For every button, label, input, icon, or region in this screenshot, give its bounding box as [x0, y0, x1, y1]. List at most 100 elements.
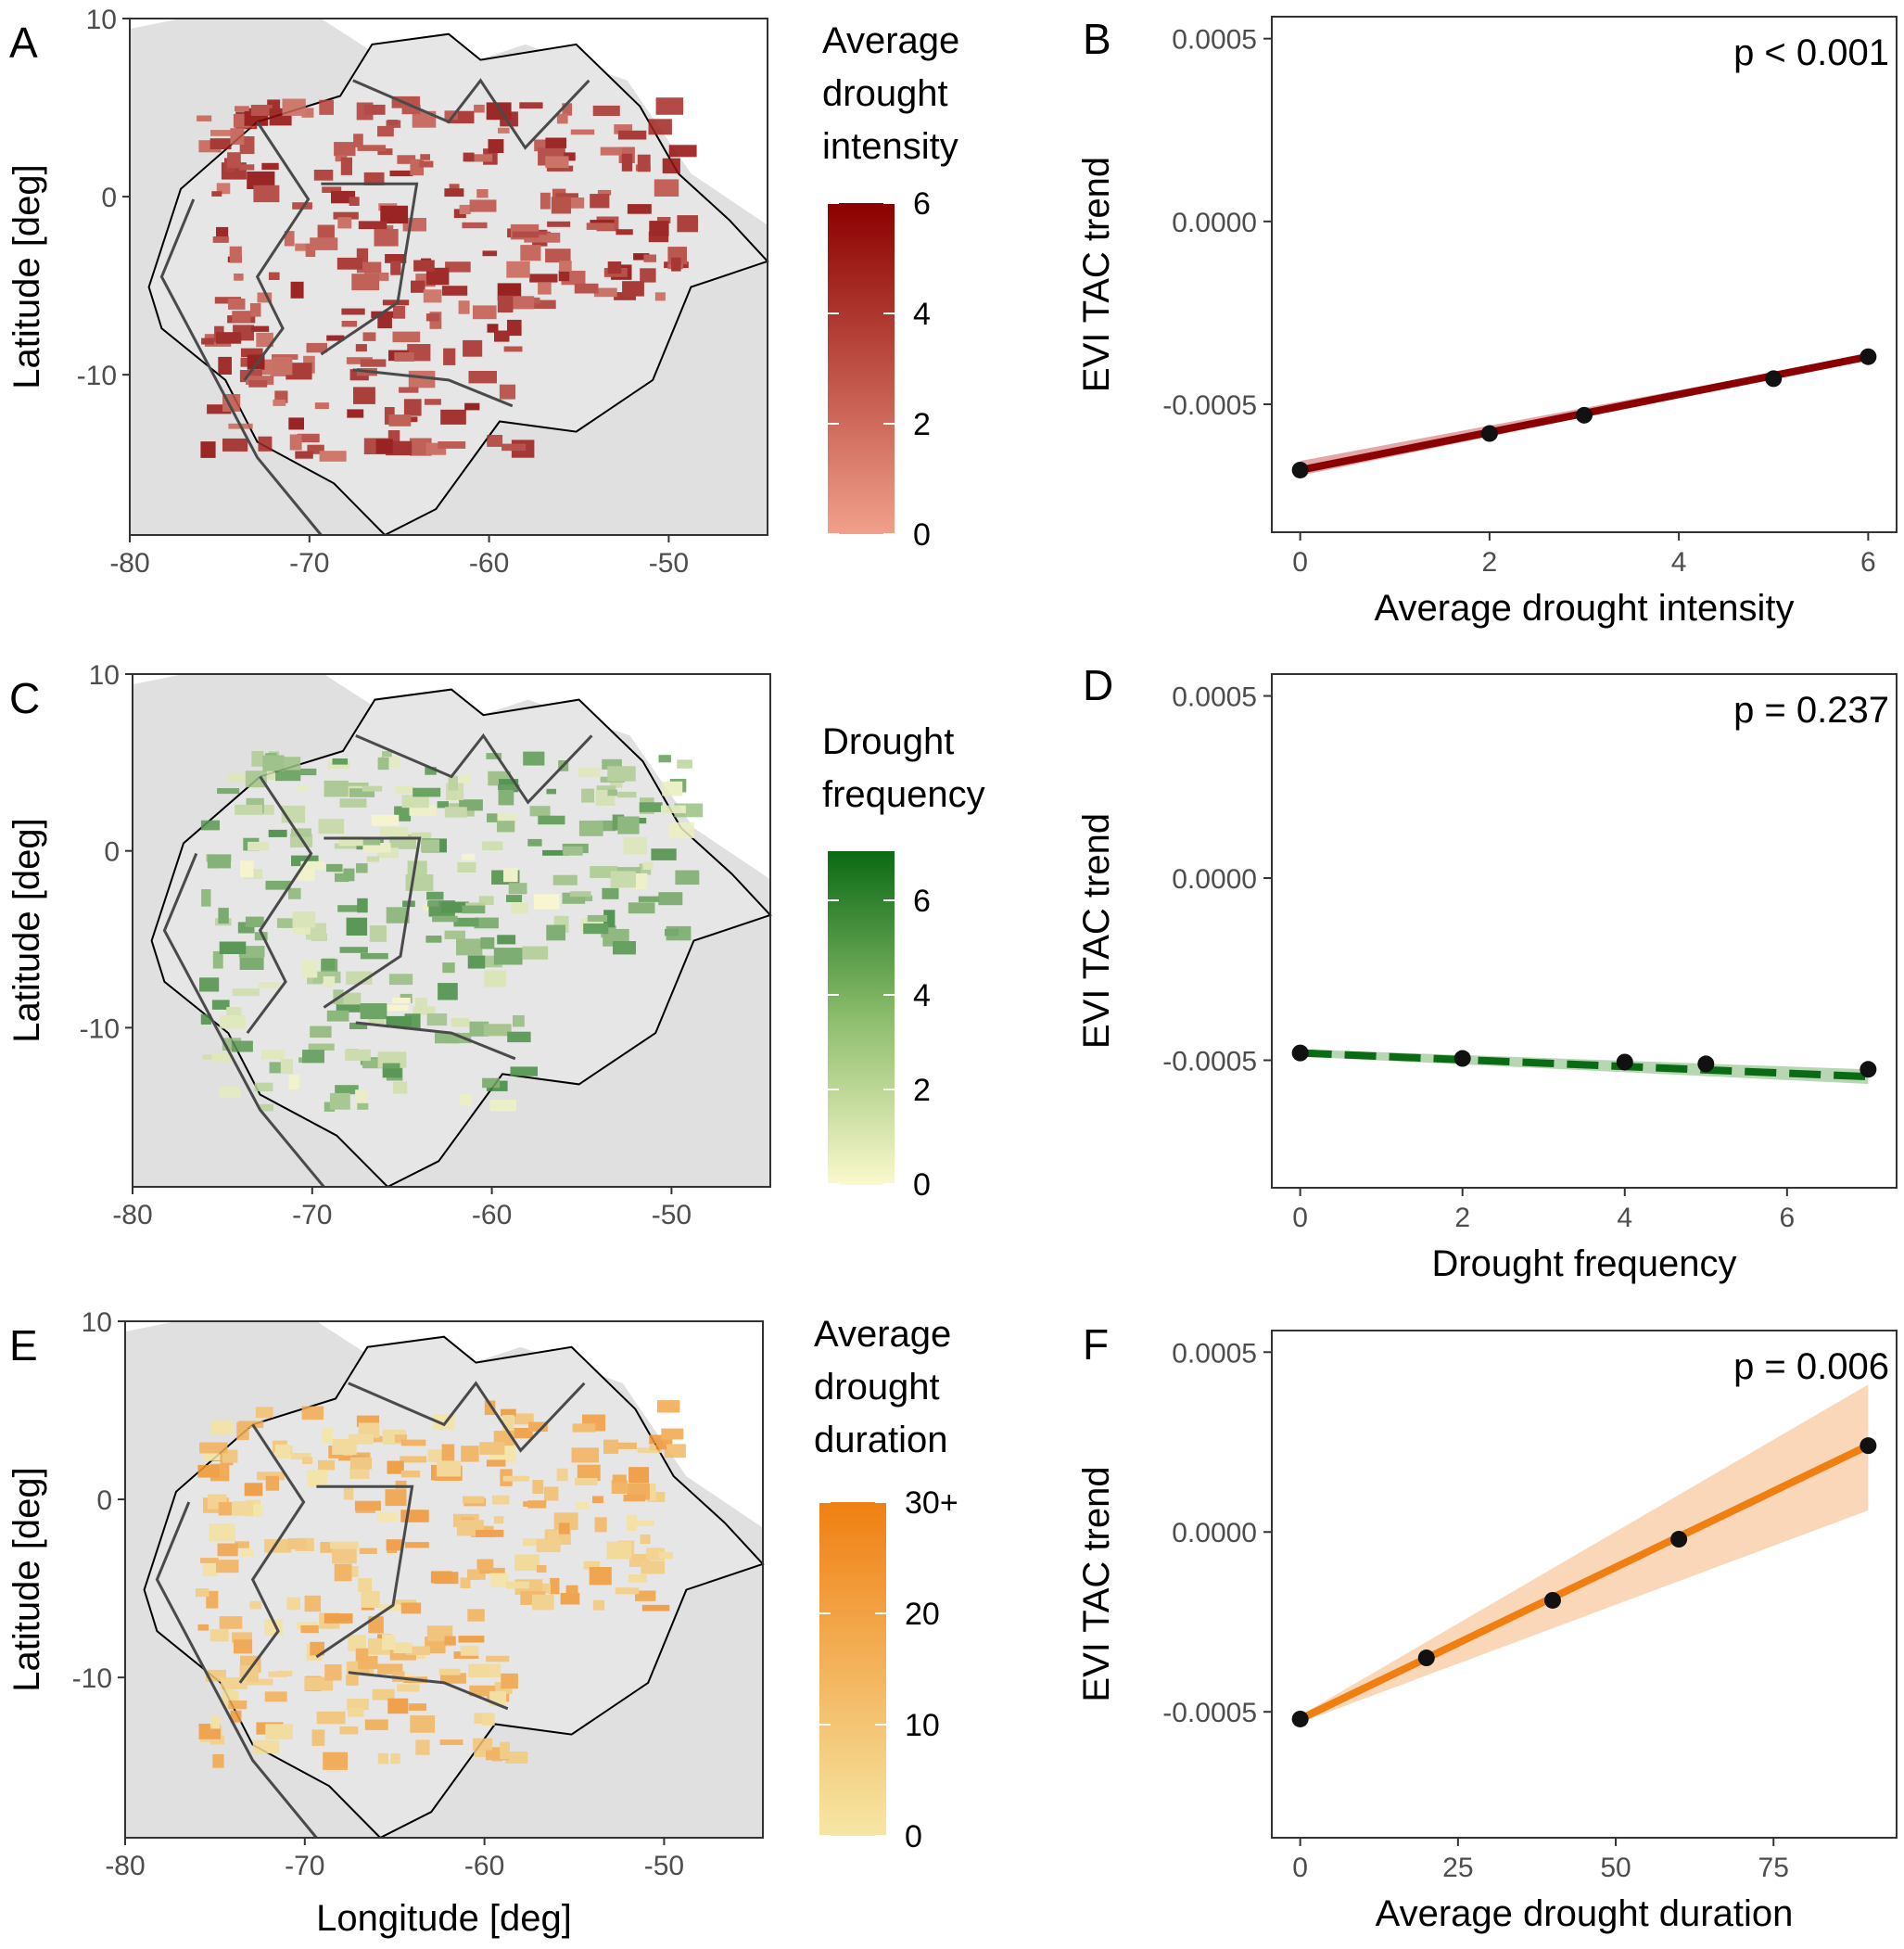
- y-tick-label: -10: [80, 1013, 120, 1044]
- raster-cell: [338, 992, 362, 1005]
- raster-cell: [617, 791, 637, 798]
- raster-cell: [387, 1460, 404, 1474]
- raster-cell: [349, 788, 375, 797]
- raster-cell: [310, 1641, 324, 1656]
- raster-cell: [425, 313, 439, 322]
- raster-cell: [199, 977, 220, 992]
- border-line: [348, 1381, 586, 1453]
- raster-cell: [617, 816, 640, 834]
- raster-cell: [209, 1715, 221, 1729]
- raster-cell: [301, 108, 314, 118]
- raster-cell: [261, 359, 273, 376]
- raster-cell: [233, 1639, 253, 1654]
- raster-cell: [399, 387, 419, 393]
- raster-cell: [555, 193, 578, 200]
- raster-cell: [438, 983, 458, 1000]
- raster-cell: [441, 901, 469, 913]
- raster-cell: [355, 344, 367, 352]
- raster-cell: [307, 1470, 328, 1487]
- raster-cell: [377, 125, 394, 137]
- raster-cell: [316, 1711, 346, 1725]
- raster-cell: [349, 197, 360, 206]
- raster-cell: [240, 860, 254, 878]
- raster-cell: [546, 165, 574, 172]
- raster-cell: [200, 1558, 219, 1563]
- raster-cell: [322, 186, 342, 193]
- raster-cell: [638, 896, 660, 902]
- raster-cell: [614, 1442, 637, 1449]
- raster-cell: [385, 1489, 407, 1507]
- raster-cell: [502, 1475, 529, 1482]
- raster-cell: [292, 911, 316, 928]
- raster-cell: [357, 898, 368, 913]
- legend-tick-label: 0: [905, 1819, 922, 1854]
- raster-cell: [306, 342, 327, 353]
- raster-cell: [346, 1566, 359, 1577]
- panel-letter: E: [9, 1321, 38, 1369]
- raster-cell: [288, 1075, 299, 1090]
- drought-raster: [196, 1400, 686, 1770]
- raster-cell: [444, 1636, 456, 1646]
- map-frame: [129, 18, 768, 536]
- raster-cell: [219, 941, 247, 954]
- legend-tick-label: 6: [913, 186, 931, 222]
- raster-cell: [533, 894, 560, 910]
- map-frame: [124, 1320, 764, 1839]
- raster-cell: [487, 813, 498, 822]
- raster-cell: [438, 1668, 461, 1675]
- border-line: [238, 1423, 306, 1684]
- border-line: [246, 775, 313, 1034]
- raster-cell: [351, 274, 380, 291]
- raster-cell: [527, 1500, 547, 1509]
- raster-cell: [637, 154, 651, 172]
- data-point: [1697, 1055, 1715, 1073]
- raster-cell: [207, 404, 232, 414]
- raster-cell: [468, 371, 497, 384]
- border-line: [352, 78, 590, 150]
- raster-cell: [364, 1719, 388, 1730]
- raster-cell: [640, 268, 656, 283]
- raster-cell: [611, 1480, 628, 1494]
- raster-cell: [390, 1752, 400, 1764]
- raster-cell: [603, 910, 616, 928]
- raster-cell: [622, 281, 644, 297]
- raster-cell: [363, 172, 385, 185]
- raster-cell: [400, 1602, 422, 1614]
- raster-cell: [589, 1567, 612, 1586]
- raster-cell: [548, 1530, 559, 1546]
- raster-cell: [272, 354, 298, 360]
- raster-cell: [376, 847, 399, 859]
- x-tick-label: -60: [472, 1200, 512, 1230]
- raster-cell: [244, 1483, 263, 1497]
- x-tick-label: 4: [1617, 1203, 1632, 1233]
- raster-cell: [255, 1407, 273, 1419]
- raster-cell: [514, 1554, 539, 1572]
- raster-cell: [211, 1000, 230, 1010]
- raster-cell: [327, 761, 350, 770]
- border-line: [355, 1021, 516, 1061]
- raster-cell: [552, 188, 566, 197]
- y-tick-label: -0.0005: [1162, 390, 1257, 421]
- raster-cell: [216, 332, 242, 344]
- raster-cell: [217, 788, 240, 795]
- raster-cell: [301, 1406, 324, 1420]
- raster-cell: [628, 902, 655, 914]
- raster-cell: [648, 119, 672, 135]
- raster-cell: [462, 905, 486, 914]
- raster-cell: [291, 1452, 311, 1460]
- raster-cell: [346, 357, 373, 364]
- raster-cell: [430, 1571, 452, 1584]
- x-tick-label: -50: [652, 1200, 692, 1230]
- x-tick-label: 2: [1454, 1203, 1470, 1233]
- border-line: [243, 121, 311, 381]
- raster-cell: [394, 352, 414, 362]
- legend-tick-label: 0: [913, 517, 931, 553]
- raster-cell: [664, 1444, 686, 1459]
- raster-cell: [360, 1003, 387, 1020]
- raster-cell: [322, 1428, 333, 1444]
- raster-cell: [545, 137, 566, 148]
- raster-cell: [649, 1445, 661, 1451]
- raster-cell: [675, 870, 700, 885]
- raster-cell: [362, 843, 391, 853]
- raster-cell: [339, 947, 368, 953]
